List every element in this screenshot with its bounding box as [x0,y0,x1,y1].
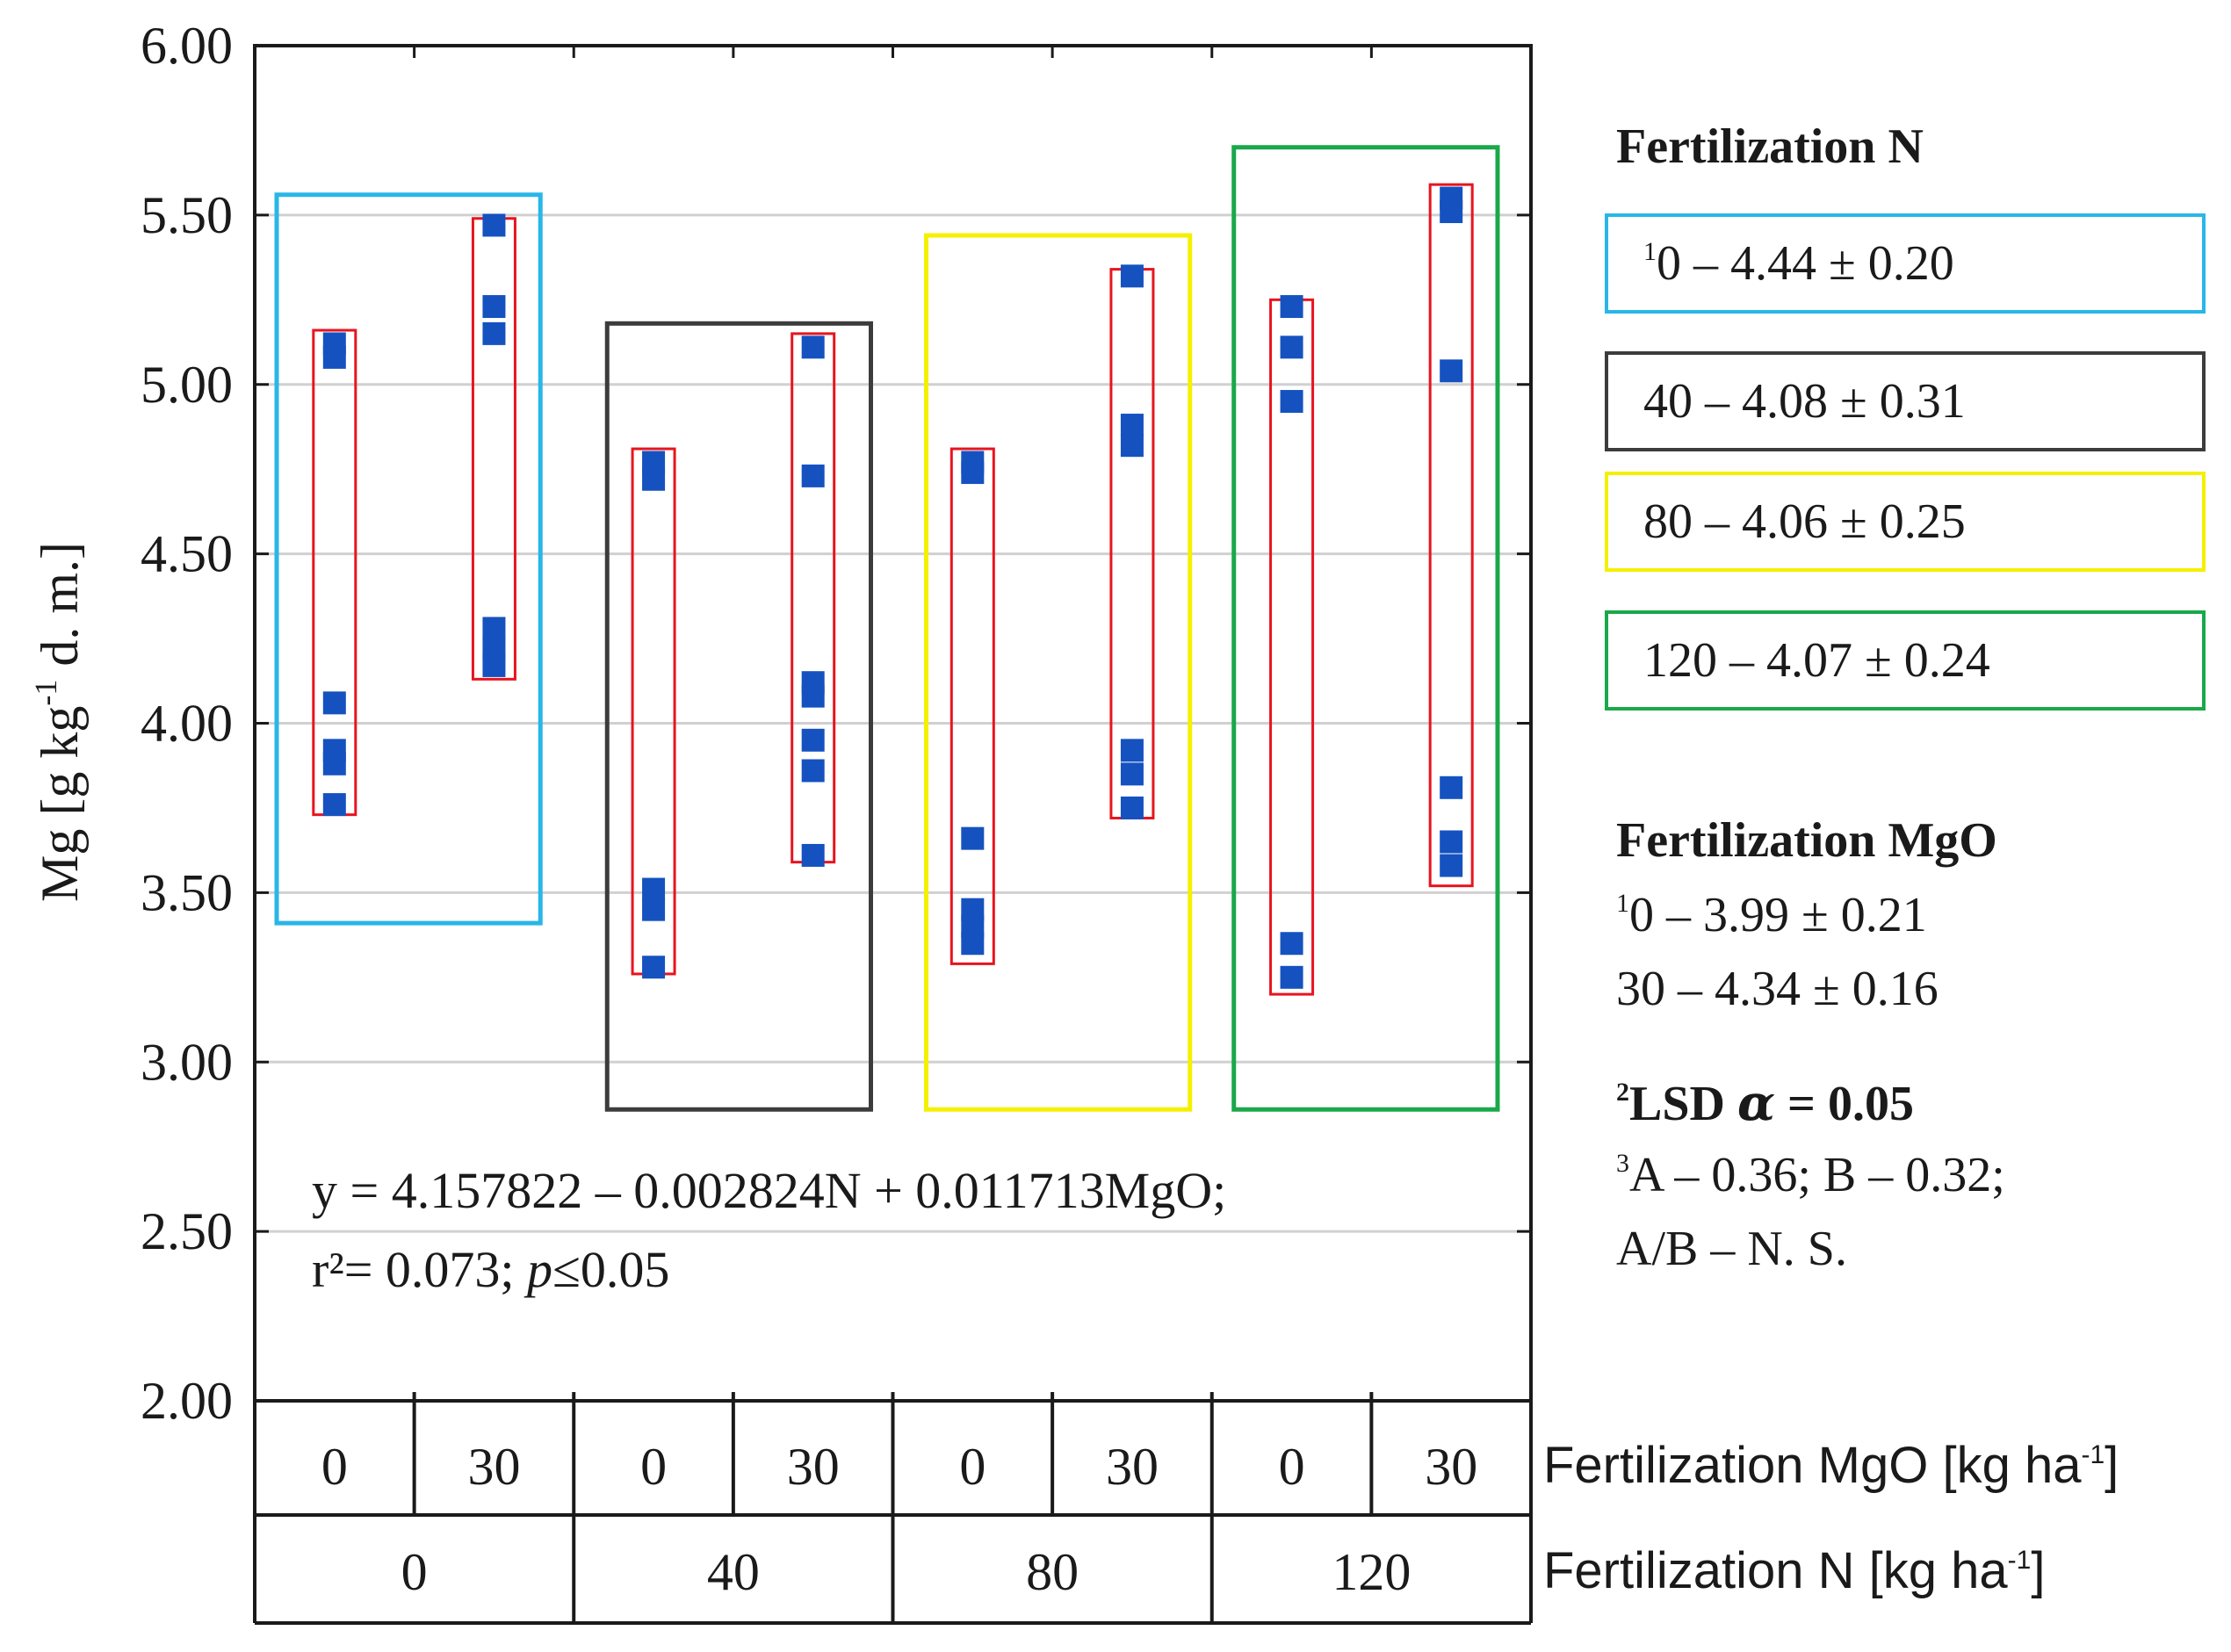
lsd-values: 3A – 0.36; B – 0.32; [1616,1148,2005,1202]
n-group-boxes [274,145,1500,1112]
y-tick-label: 4.50 [141,525,233,583]
x-tick-label-n: 0 [401,1543,428,1601]
x-tick-label-mgo: 0 [1279,1438,1305,1496]
data-point [1120,264,1144,288]
data-point [801,464,825,487]
data-point [322,793,346,817]
data-points [322,186,1463,989]
x-tick-label-mgo: 0 [640,1438,667,1496]
category-table: 0 30 0 30 0 30 0 30 0 40 80 120 [253,1392,1533,1625]
legend-n-title: Fertilization N [1616,119,1924,174]
data-point [322,752,346,776]
regression-equation: y = 4.157822 – 0.002824N + 0.011713MgO; [312,1162,1227,1219]
data-point [482,295,506,319]
data-point [322,345,346,369]
data-point [1280,390,1303,414]
data-point [1280,965,1303,989]
data-point [1120,739,1144,762]
x-tick-label-mgo: 30 [1106,1438,1159,1496]
data-point [801,759,825,783]
legend-mgo-0: 10 – 3.99 ± 0.21 [1616,888,1927,942]
n-group-box-80 [924,233,1193,1112]
data-point [961,461,985,485]
data-point [1440,830,1463,854]
legend-n-item-0: 10 – 4.44 ± 0.20 [1605,213,2206,314]
x-tick-label-mgo: 0 [321,1438,348,1496]
data-point [1440,854,1463,877]
y-tick-labels: 2.00 2.50 3.00 3.50 4.00 4.50 5.00 5.50 6.00 [141,17,233,1430]
data-point [1280,932,1303,956]
data-point [1280,335,1303,359]
y-tick-label: 3.50 [141,863,233,921]
y-tick-label: 2.50 [141,1202,233,1260]
y-tick-label: 4.00 [141,695,233,753]
n-group-box-0 [274,192,543,926]
x-tick-label-mgo: 30 [787,1438,840,1496]
data-point [961,826,985,850]
range-box [791,332,836,864]
data-point [801,335,825,359]
data-point [1440,359,1463,383]
n-group-box-120 [1231,145,1500,1112]
legend-n-item-80: 80 – 4.06 ± 0.25 [1605,472,2206,572]
n-group-box-40 [604,321,873,1112]
data-point [961,932,985,956]
data-point [482,321,506,345]
x-tick-label-mgo: 30 [1425,1438,1477,1496]
data-point [642,898,666,921]
x-tick-label-n: 120 [1332,1543,1411,1601]
data-point [482,617,506,640]
y-tick-label: 5.00 [141,356,233,414]
range-box [471,217,516,681]
data-point [1120,762,1144,786]
x-tick-label-n: 40 [707,1543,760,1601]
data-point [1120,796,1144,819]
regression-r2: r²= 0.073; p≤0.05 [312,1241,670,1298]
legend-mgo-30: 30 – 4.34 ± 0.16 [1616,962,1939,1016]
range-box [1428,183,1474,888]
grid-lines [255,213,1531,1233]
range-box [1109,268,1155,820]
data-point [322,691,346,715]
data-point [1120,434,1144,458]
y-tick-label: 5.50 [141,186,233,244]
x-axis-mgo-label: Fertilization MgO [kg ha-1] [1543,1437,2119,1494]
y-tick-label: 3.00 [141,1033,233,1091]
y-axis-label: Mg [g kg-1 d. m.] [28,542,89,902]
lsd-interaction: A/B – N. S. [1616,1222,1847,1276]
x-tick-label-mgo: 0 [959,1438,986,1496]
data-point [801,684,825,708]
data-point [1440,776,1463,799]
legend-n-item-40: 40 – 4.08 ± 0.31 [1605,351,2206,451]
x-tick-label-n: 80 [1026,1543,1079,1601]
data-point [482,653,506,677]
lsd-title: 2LSD α = 0.05 [1616,1074,1914,1132]
data-point [1440,200,1463,224]
data-point [801,843,825,867]
data-point [642,956,666,979]
y-tick-label: 6.00 [141,17,233,75]
range-box [949,447,995,965]
data-point [801,728,825,752]
x-tick-label-mgo: 30 [467,1438,520,1496]
data-point [642,467,666,491]
data-point [482,213,506,237]
data-point [642,877,666,901]
legend-n-item-120: 120 – 4.07 ± 0.24 [1605,610,2206,711]
data-point [1120,414,1144,437]
y-tick-label: 2.00 [141,1372,233,1430]
x-axis-n-label: Fertilization N [kg ha-1] [1543,1542,2046,1599]
data-point [1280,295,1303,319]
legend-mgo-title: Fertilization MgO [1616,813,1997,868]
